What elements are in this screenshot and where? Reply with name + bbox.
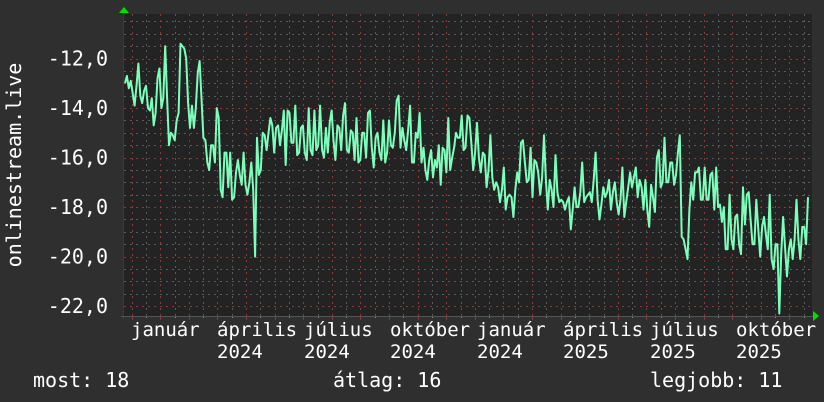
- x-tick-year-label: 2024: [390, 341, 436, 363]
- y-tick-label: -22,0: [48, 294, 108, 318]
- x-tick-year-label: 2024: [477, 341, 523, 363]
- legend-average: átlag: 16: [333, 368, 442, 392]
- x-tick-year-label: 2025: [650, 341, 696, 363]
- x-tick-month-label: január: [477, 319, 546, 341]
- y-tick-label: -18,0: [48, 195, 108, 219]
- x-tick-year-label: 2025: [563, 341, 609, 363]
- x-tick-month-label: április: [217, 319, 297, 341]
- series-line: [124, 42, 809, 315]
- x-tick-month-label: július: [650, 319, 719, 341]
- x-tick-year-label: 2024: [217, 341, 263, 363]
- x-tick-year-label: 2024: [304, 341, 350, 363]
- x-tick-month-label: október: [736, 319, 816, 341]
- y-axis-arrow-icon: [119, 7, 129, 13]
- legend-best: legjobb: 11: [650, 368, 783, 392]
- x-tick-month-label: október: [390, 319, 470, 341]
- legend-current: most: 18: [33, 368, 130, 392]
- y-tick-label: -20,0: [48, 245, 108, 269]
- y-tick-label: -12,0: [48, 47, 108, 71]
- y-axis-label: onlinestream.live: [2, 62, 26, 268]
- x-tick-month-label: január: [131, 319, 200, 341]
- y-tick-label: -16,0: [48, 146, 108, 170]
- x-tick-month-label: április: [563, 319, 643, 341]
- x-tick-month-label: július: [304, 319, 373, 341]
- x-axis-arrow-icon: [813, 311, 819, 321]
- x-tick-year-label: 2025: [736, 341, 782, 363]
- y-tick-label: -14,0: [48, 96, 108, 120]
